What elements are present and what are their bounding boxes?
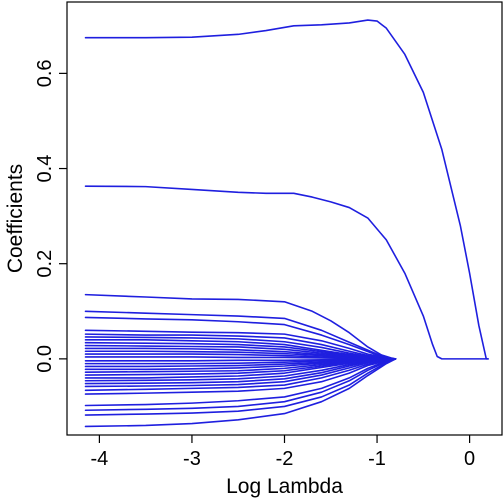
coefficient-path-26 [84, 358, 397, 392]
x-tick-label: -3 [183, 448, 201, 470]
coefficient-path-25 [84, 358, 397, 388]
y-axis-label: Coefficients [4, 164, 27, 273]
coefficient-path-1 [84, 19, 489, 360]
y-tick-label: 0.6 [34, 59, 56, 87]
x-tick-label: 0 [464, 448, 475, 470]
coefficient-path-2 [84, 185, 489, 360]
coefficient-path-29 [84, 358, 397, 412]
x-tick-label: -2 [276, 448, 294, 470]
x-axis-label: Log Lambda [226, 475, 343, 498]
coefficient-path-6 [84, 329, 397, 360]
y-tick-label: 0.2 [34, 250, 56, 278]
y-axis: 0.0 0.2 0.4 0.6 [34, 59, 67, 373]
x-tick-label: -4 [90, 448, 108, 470]
series-layer [84, 19, 489, 428]
coefficient-path-31 [84, 358, 397, 428]
y-tick-label: 0.0 [34, 345, 56, 373]
x-axis: -4 -3 -2 -1 0 [90, 435, 475, 470]
y-tick-label: 0.4 [34, 155, 56, 183]
x-tick-label: -1 [368, 448, 386, 470]
coefficient-path-27 [84, 358, 397, 395]
coefficient-path-30 [84, 358, 397, 416]
coefficient-path-28 [84, 358, 397, 407]
